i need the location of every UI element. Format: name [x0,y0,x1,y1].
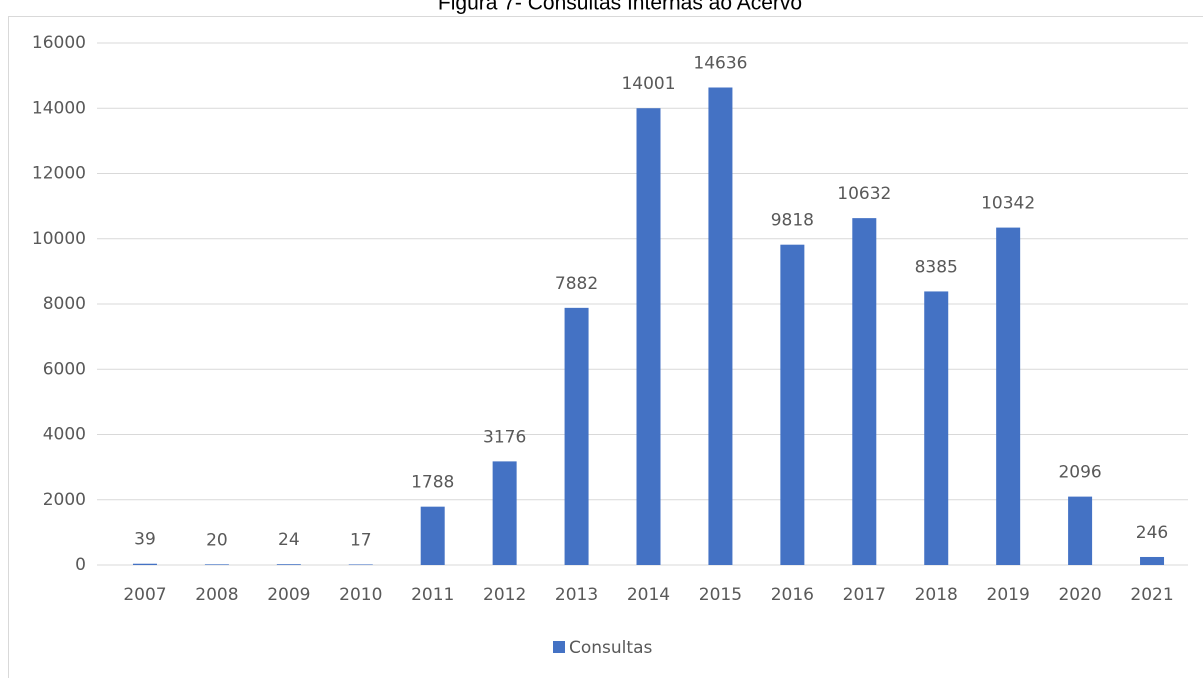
data-label: 9818 [771,211,814,231]
bar [852,218,877,566]
x-tick-label: 2021 [1130,585,1173,605]
bar [132,563,157,565]
x-tick-label: 2016 [771,585,814,605]
y-tick-label: 6000 [43,359,86,379]
data-label: 7882 [555,274,598,294]
y-tick-label: 12000 [32,164,86,184]
x-tick-label: 2019 [987,585,1030,605]
bar [996,227,1021,565]
x-tick-label: 2015 [699,585,742,605]
data-label: 14001 [621,74,675,94]
bar [636,108,661,565]
data-label: 10632 [837,184,891,204]
bar [564,307,589,565]
y-tick-label: 2000 [43,490,86,510]
y-tick-label: 14000 [32,98,86,118]
data-label: 8385 [915,257,958,277]
x-tick-label: 2012 [483,585,526,605]
y-tick-label: 10000 [32,229,86,249]
legend-swatch [553,641,565,653]
x-tick-label: 2009 [267,585,310,605]
bar [1068,496,1093,565]
data-label: 14636 [693,54,747,74]
bar [348,564,373,565]
bar [708,87,733,566]
chart-title: Figura 7- Consultas Internas ao Acervo [438,0,802,15]
data-label: 1788 [411,473,454,493]
bar [780,244,805,565]
x-tick-label: 2014 [627,585,670,605]
bar [276,564,301,565]
data-label: 246 [1136,523,1168,543]
legend-label: Consultas [569,638,652,658]
bar [204,564,229,565]
x-tick-label: 2011 [411,585,454,605]
x-tick-label: 2008 [195,585,238,605]
data-label: 3176 [483,427,526,447]
data-label: 17 [350,530,372,550]
bar [420,506,445,565]
x-tick-label: 2007 [123,585,166,605]
y-tick-label: 4000 [43,425,86,445]
x-tick-label: 2013 [555,585,598,605]
chart-frame [8,16,1203,678]
x-tick-label: 2010 [339,585,382,605]
bar [924,291,949,565]
data-label: 2096 [1058,463,1101,483]
x-tick-label: 2020 [1058,585,1101,605]
data-label: 10342 [981,194,1035,214]
y-tick-label: 0 [75,555,86,575]
bar [1140,556,1165,565]
data-label: 24 [278,530,300,550]
data-label: 20 [206,530,228,550]
x-tick-label: 2018 [915,585,958,605]
data-label: 39 [134,530,156,550]
y-tick-label: 16000 [32,33,86,53]
x-tick-label: 2017 [843,585,886,605]
bar [492,461,517,565]
y-tick-label: 8000 [43,294,86,314]
